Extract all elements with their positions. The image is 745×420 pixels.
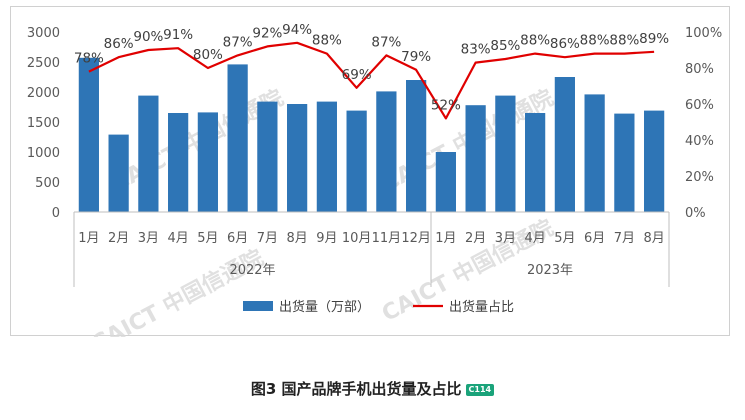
line-data-label: 52% [431, 97, 461, 113]
bar [554, 77, 575, 212]
x-group-label: 2022年 [229, 263, 275, 278]
bar [197, 112, 218, 212]
y-right-tick-label: 20% [685, 170, 714, 185]
y-left-tick-label: 500 [35, 176, 60, 191]
bar [138, 95, 159, 212]
x-tick-label: 4月 [167, 231, 188, 246]
bar [346, 110, 367, 212]
line-data-label: 69% [342, 67, 372, 83]
bar [257, 101, 278, 212]
line-data-label: 85% [490, 38, 520, 54]
bar [376, 91, 397, 212]
x-tick-label: 1月 [435, 231, 456, 246]
x-tick-label: 3月 [138, 231, 159, 246]
x-tick-label: 8月 [643, 231, 664, 246]
line-data-label: 91% [163, 27, 193, 43]
line-data-label: 90% [133, 29, 163, 45]
line-data-label: 89% [639, 31, 669, 47]
bar [495, 95, 516, 212]
x-tick-label: 5月 [197, 231, 218, 246]
bar [406, 80, 427, 212]
legend-line-label: 出货量占比 [449, 299, 514, 315]
y-right-tick-label: 100% [685, 26, 722, 41]
x-tick-label: 1月 [78, 231, 99, 246]
bar [435, 152, 456, 212]
y-left-tick-label: 2000 [27, 86, 60, 101]
x-tick-label: 7月 [614, 231, 635, 246]
bar [227, 64, 248, 213]
x-tick-label: 12月 [401, 231, 431, 246]
bar [316, 101, 337, 212]
line-data-label: 79% [401, 49, 431, 65]
bar [168, 113, 189, 212]
line-data-label: 86% [550, 36, 580, 52]
y-left-tick-label: 2500 [27, 56, 60, 71]
x-tick-label: 5月 [554, 231, 575, 246]
bar [525, 113, 546, 212]
caption-text: 图3 国产品牌手机出货量及占比 [250, 380, 462, 398]
share-line [88, 41, 655, 120]
x-tick-label: 6月 [584, 231, 605, 246]
y-right-tick-label: 80% [685, 62, 714, 77]
line-data-label: 94% [282, 22, 312, 38]
x-tick-label: 9月 [316, 231, 337, 246]
y-left-tick-label: 0 [52, 206, 60, 221]
bar [614, 113, 635, 212]
bar [644, 110, 665, 212]
x-tick-label: 7月 [257, 231, 278, 246]
line-data-label: 83% [461, 42, 491, 58]
line-data-label: 87% [223, 34, 253, 50]
y-right-tick-label: 0% [685, 206, 706, 221]
legend-bar-swatch [243, 301, 273, 311]
line-data-label: 86% [104, 36, 134, 52]
line-data-label: 92% [252, 25, 282, 41]
line-data-label: 78% [74, 51, 104, 67]
y-left-tick-label: 1500 [27, 116, 60, 131]
x-group-label: 2023年 [527, 263, 573, 278]
x-tick-label: 11月 [372, 231, 402, 246]
x-tick-label: 3月 [495, 231, 516, 246]
x-tick-label: 8月 [286, 231, 307, 246]
line-data-label: 88% [520, 33, 550, 49]
line-data-label: 88% [580, 33, 610, 49]
figure-caption: 图3 国产品牌手机出货量及占比 C114 [0, 378, 745, 399]
y-left-tick-label: 1000 [27, 146, 60, 161]
x-tick-label: 4月 [524, 231, 545, 246]
x-tick-label: 2月 [108, 231, 129, 246]
bar [78, 57, 99, 212]
bar [465, 105, 486, 212]
legend-bar-label: 出货量（万部） [279, 299, 370, 315]
y-right-tick-label: 60% [685, 98, 714, 113]
x-tick-label: 10月 [342, 231, 372, 246]
y-left-tick-label: 3000 [27, 26, 60, 41]
x-tick-label: 6月 [227, 231, 248, 246]
line-data-label: 88% [609, 33, 639, 49]
bar [287, 104, 308, 212]
line-data-label: 87% [371, 34, 401, 50]
bar [108, 134, 129, 212]
bar [584, 94, 605, 212]
y-right-tick-label: 40% [685, 134, 714, 149]
line-data-label: 88% [312, 33, 342, 49]
watermark-text: CAICT 中国信通院 [88, 245, 268, 337]
line-data-label: 80% [193, 47, 223, 63]
x-tick-label: 2月 [465, 231, 486, 246]
caption-badge: C114 [465, 383, 495, 396]
